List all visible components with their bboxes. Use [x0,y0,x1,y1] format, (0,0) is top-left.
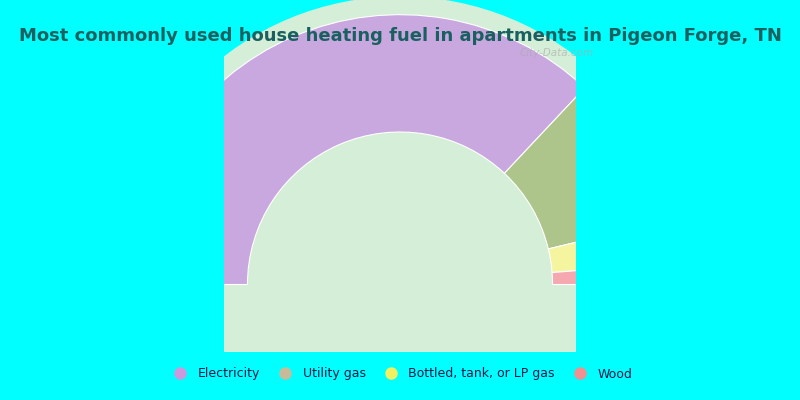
Wedge shape [505,88,662,249]
Wedge shape [548,222,669,272]
Wedge shape [130,15,585,284]
Wedge shape [552,263,670,284]
Legend: Electricity, Utility gas, Bottled, tank, or LP gas, Wood: Electricity, Utility gas, Bottled, tank,… [163,362,637,386]
Text: City-Data.com: City-Data.com [520,48,594,58]
Text: Most commonly used house heating fuel in apartments in Pigeon Forge, TN: Most commonly used house heating fuel in… [18,27,782,45]
Circle shape [113,0,687,400]
